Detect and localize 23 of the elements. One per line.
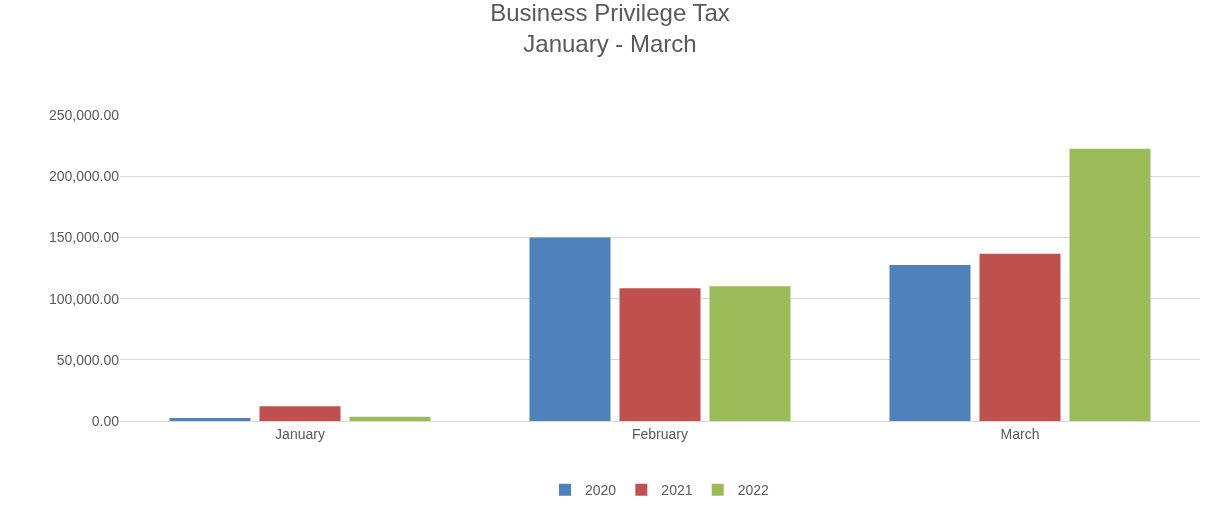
chart-subtitle: January - March [523, 29, 697, 57]
x-tick-label: February [631, 425, 689, 442]
bar [709, 286, 791, 421]
y-tick-label: 200,000.00 [48, 168, 120, 185]
y-tick-label: 100,000.00 [48, 290, 120, 307]
y-tick-label: 250,000.00 [48, 106, 120, 123]
bar [259, 406, 341, 421]
y-tick-label: 0.00 [91, 412, 120, 429]
y-tick-label: 150,000.00 [48, 229, 120, 246]
x-tick-label: January [275, 425, 325, 442]
legend-label: 2021 [661, 482, 693, 499]
y-tick-label: 50,000.00 [56, 351, 120, 368]
bar [169, 417, 251, 421]
x-tick-label: March [1000, 425, 1040, 442]
bar [1069, 148, 1151, 421]
bar [349, 416, 431, 421]
bar [979, 253, 1061, 421]
legend-label: 2022 [737, 482, 770, 499]
bar [889, 264, 971, 421]
bar [619, 288, 701, 421]
legend-label: 2020 [585, 482, 617, 499]
chart-title: Business Privilege Tax [490, 0, 730, 26]
bar [529, 237, 611, 421]
